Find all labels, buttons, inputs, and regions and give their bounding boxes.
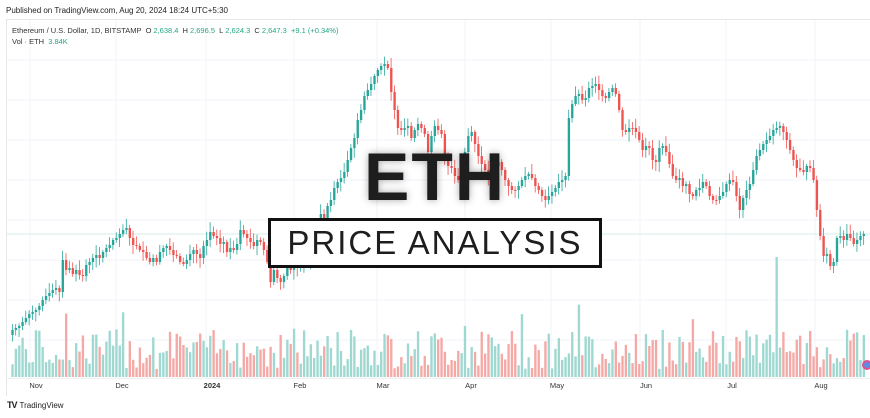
high-value: 2,696.5: [189, 26, 215, 35]
overlay-title: ETH: [364, 139, 506, 215]
time-axis-label: Jun: [639, 381, 653, 390]
time-axis-label: Aug: [814, 381, 828, 390]
time-axis-label: Mar: [376, 381, 390, 390]
tradingview-logo-icon: TV: [7, 400, 17, 410]
overlay-subtitle: PRICE ANALYSIS: [287, 224, 583, 261]
close-label: C: [254, 26, 260, 35]
low-label: L: [219, 26, 224, 35]
time-axis-label: Dec: [115, 381, 129, 390]
published-note: Published on TradingView.com, Aug 20, 20…: [6, 6, 229, 15]
low-value: 2,624.3: [225, 26, 251, 35]
volume-label[interactable]: Vol · ETH: [12, 37, 45, 46]
chart-legend: Ethereum / U.S. Dollar, 1D, BITSTAMP O 2,…: [12, 25, 340, 47]
volume-value: 3.84K: [48, 37, 68, 46]
overlay-subtitle-box: PRICE ANALYSIS: [268, 218, 602, 268]
change-value: +9.1 (+0.34%): [290, 26, 339, 35]
time-axis-label: May: [549, 381, 565, 390]
candlestick-chart[interactable]: [6, 20, 870, 378]
time-axis-label: Apr: [465, 381, 477, 390]
brand-name: TradingView: [19, 400, 64, 410]
time-axis-label: 2024: [203, 381, 221, 390]
open-label: O: [145, 26, 152, 35]
ohlc-row: Ethereum / U.S. Dollar, 1D, BITSTAMP O 2,…: [12, 25, 340, 36]
time-axis-label: Feb: [293, 381, 307, 390]
close-value: 2,647.3: [261, 26, 287, 35]
chart-frame[interactable]: [6, 19, 870, 396]
events-marker-icon[interactable]: [862, 360, 870, 370]
open-value: 2,638.4: [153, 26, 179, 35]
tradingview-brand: TV TradingView: [7, 400, 64, 410]
time-axis-label: Jul: [727, 381, 737, 390]
time-axis-label: Nov: [29, 381, 43, 390]
time-axis[interactable]: Nov Dec 2024 Feb Mar Apr May Jun Jul Aug: [6, 378, 870, 393]
volume-row: Vol · ETH 3.84K: [12, 36, 340, 47]
symbol-label[interactable]: Ethereum / U.S. Dollar, 1D, BITSTAMP: [12, 26, 142, 35]
high-label: H: [182, 26, 188, 35]
